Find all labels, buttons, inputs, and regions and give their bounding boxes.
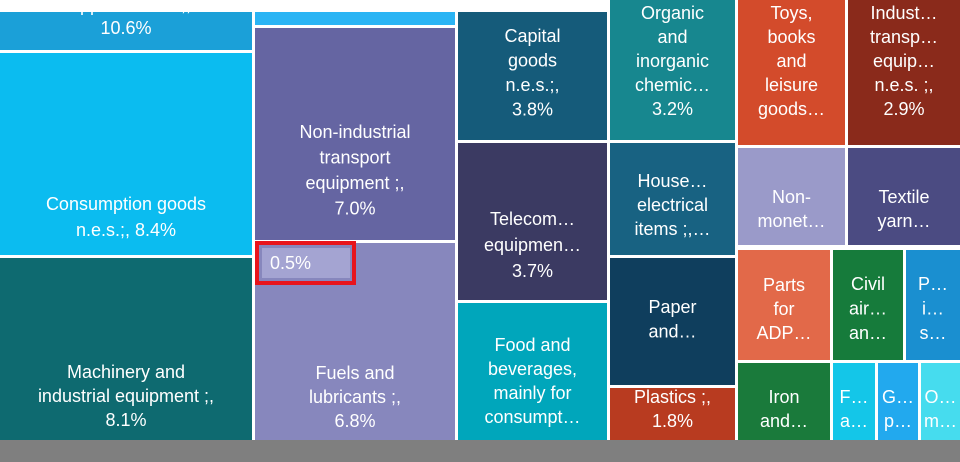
tile-label: and: [657, 27, 687, 47]
tile-label: Capital: [504, 26, 560, 46]
tile-label: air…: [849, 298, 887, 318]
tile-label: items ;,…: [634, 219, 710, 239]
tile-label: goods: [508, 50, 557, 70]
tile-label: a…: [840, 411, 868, 431]
tile: [906, 250, 960, 360]
tile: [848, 148, 960, 245]
tile-label: equipmen…: [484, 235, 581, 255]
bottom-bar: [0, 440, 960, 462]
tile-label: 3.8%: [512, 99, 553, 119]
tile-label: equipment ;,: [305, 173, 404, 193]
tile-label: lubricants ;,: [309, 387, 401, 407]
tile: [262, 248, 350, 278]
tile-label: i…: [922, 298, 944, 318]
tile-label: mainly for: [493, 383, 571, 403]
tile: [610, 258, 735, 385]
tile: [610, 143, 735, 255]
tile-label: Textile: [878, 187, 929, 207]
tile-label: G…: [882, 387, 914, 407]
tile-label: Non-industrial: [299, 122, 410, 142]
tiles: supplies n.e.s. ;,10.6%Consumption goods…: [0, 0, 960, 440]
tile-label: F…: [840, 387, 869, 407]
tile-label: 1.8%: [652, 411, 693, 431]
tile-label: 3.2%: [652, 99, 693, 119]
tile: [458, 303, 607, 440]
tile-label: Telecom…: [490, 209, 575, 229]
tile-label: Machinery and: [67, 362, 185, 382]
tile-label: House…: [637, 171, 707, 191]
tile-label: Consumption goods: [46, 194, 206, 214]
tile: [738, 363, 830, 440]
tile-label: an…: [849, 323, 887, 343]
tile-label: transp…: [870, 27, 938, 47]
tile-label: 8.1%: [105, 410, 146, 430]
tile: [610, 388, 735, 440]
tile-label: 0.5%: [270, 253, 311, 273]
tile-label: 2.9%: [883, 99, 924, 119]
tile: [0, 53, 252, 255]
tile-label: Paper: [648, 297, 696, 317]
tile-label: books: [767, 27, 815, 47]
tile: [610, 0, 735, 140]
tile-label: m…: [924, 411, 957, 431]
tile-label: s…: [920, 323, 947, 343]
tile-label: chemic…: [635, 75, 710, 95]
tile-label: n.e.s.;,: [505, 75, 559, 95]
tile-label: p…: [884, 411, 912, 431]
tile-label: electrical: [637, 195, 708, 215]
tile: [0, 258, 252, 440]
tile-label: Toys,: [770, 3, 812, 23]
tile-label: Indust…: [870, 3, 937, 23]
tile: [878, 363, 918, 440]
tile-label: for: [773, 299, 794, 319]
tile-label: O…: [924, 387, 956, 407]
tile-label: Organic: [641, 3, 704, 23]
tile-label: 6.8%: [334, 411, 375, 431]
tile-label: consumpt…: [484, 407, 580, 427]
tile-label: Iron: [768, 387, 799, 407]
tile-label: beverages,: [488, 359, 577, 379]
tile-label: 3.7%: [512, 261, 553, 281]
tile-label: Plastics ;,: [634, 387, 711, 407]
tile-label: n.e.s.;, 8.4%: [76, 220, 176, 240]
tile-label: Fuels and: [315, 363, 394, 383]
header-strip: [0, 0, 610, 12]
tile: [833, 363, 875, 440]
tile: [458, 0, 607, 140]
tile-label: ADP…: [756, 323, 811, 343]
tile: [738, 0, 845, 145]
tile-label: leisure: [765, 75, 818, 95]
tile: [738, 148, 845, 245]
tile-label: industrial equipment ;,: [38, 386, 214, 406]
tile: [458, 143, 607, 300]
tile-label: inorganic: [636, 51, 709, 71]
tile-label: and…: [760, 411, 808, 431]
tile-label: 7.0%: [334, 198, 375, 218]
tile-label: equip…: [873, 51, 935, 71]
tile-label: P…: [918, 274, 948, 294]
tile: [921, 363, 960, 440]
tile-label: n.e.s. ;,: [874, 75, 933, 95]
tile-label: 10.6%: [100, 18, 151, 38]
tile-label: goods…: [758, 99, 825, 119]
tile: [833, 250, 903, 360]
tile-label: monet…: [757, 211, 825, 231]
tile-label: Non-: [772, 187, 811, 207]
tile: [848, 0, 960, 145]
tile-label: Food and: [494, 335, 570, 355]
tile-label: Parts: [763, 275, 805, 295]
tile: [738, 250, 830, 360]
highlight-box: [255, 241, 356, 285]
tile-label: and…: [648, 321, 696, 341]
tile: [255, 28, 455, 240]
tile-label: transport: [319, 147, 390, 167]
tile-label: Civil: [851, 274, 885, 294]
tile-label: and: [776, 51, 806, 71]
tile-label: yarn…: [877, 211, 930, 231]
